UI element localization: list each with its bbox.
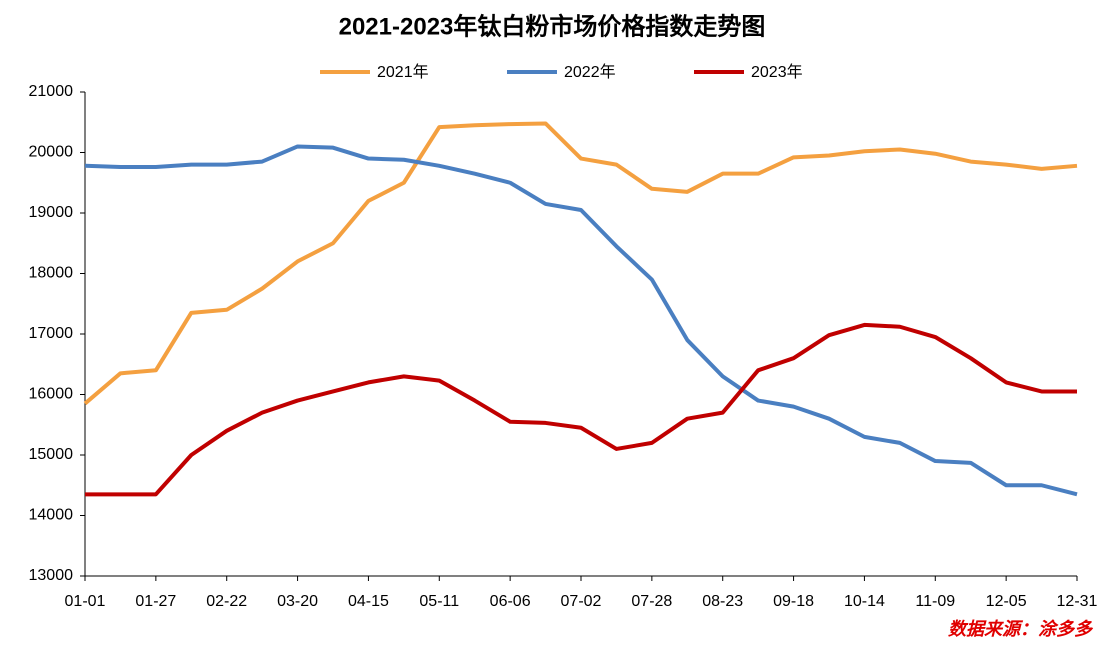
x-tick-label: 12-31 bbox=[1057, 593, 1098, 610]
y-tick-label: 16000 bbox=[29, 386, 74, 403]
x-tick-label: 01-01 bbox=[65, 593, 106, 610]
x-tick-label: 01-27 bbox=[135, 593, 176, 610]
x-tick-label: 04-15 bbox=[348, 593, 389, 610]
x-tick-label: 05-11 bbox=[419, 593, 459, 610]
y-tick-label: 17000 bbox=[29, 325, 74, 342]
x-tick-label: 02-22 bbox=[206, 593, 247, 610]
legend-label: 2021年 bbox=[377, 63, 429, 81]
x-tick-label: 12-05 bbox=[986, 593, 1027, 610]
y-tick-label: 14000 bbox=[29, 507, 74, 524]
x-tick-label: 11-09 bbox=[915, 593, 955, 610]
x-tick-label: 03-20 bbox=[277, 593, 318, 610]
source-note: 数据来源：涂多多 bbox=[948, 619, 1094, 639]
legend-label: 2023年 bbox=[751, 63, 803, 81]
y-tick-label: 19000 bbox=[29, 204, 74, 221]
series-line bbox=[84, 144, 1078, 497]
x-tick-label: 07-02 bbox=[561, 593, 602, 610]
y-tick-label: 15000 bbox=[29, 446, 74, 463]
y-tick-label: 13000 bbox=[29, 567, 74, 584]
x-tick-label: 08-23 bbox=[702, 593, 743, 610]
x-tick-label: 09-18 bbox=[773, 593, 814, 610]
series-line bbox=[83, 121, 1078, 406]
series-line bbox=[85, 322, 1077, 497]
chart-title: 2021-2023年钛白粉市场价格指数走势图 bbox=[339, 12, 766, 40]
x-tick-label: 07-28 bbox=[631, 593, 672, 610]
y-tick-label: 18000 bbox=[29, 265, 74, 282]
y-tick-label: 21000 bbox=[29, 83, 74, 100]
x-tick-label: 06-06 bbox=[490, 593, 531, 610]
y-tick-label: 20000 bbox=[29, 144, 74, 161]
legend-label: 2022年 bbox=[564, 63, 616, 81]
x-tick-label: 10-14 bbox=[844, 593, 885, 610]
